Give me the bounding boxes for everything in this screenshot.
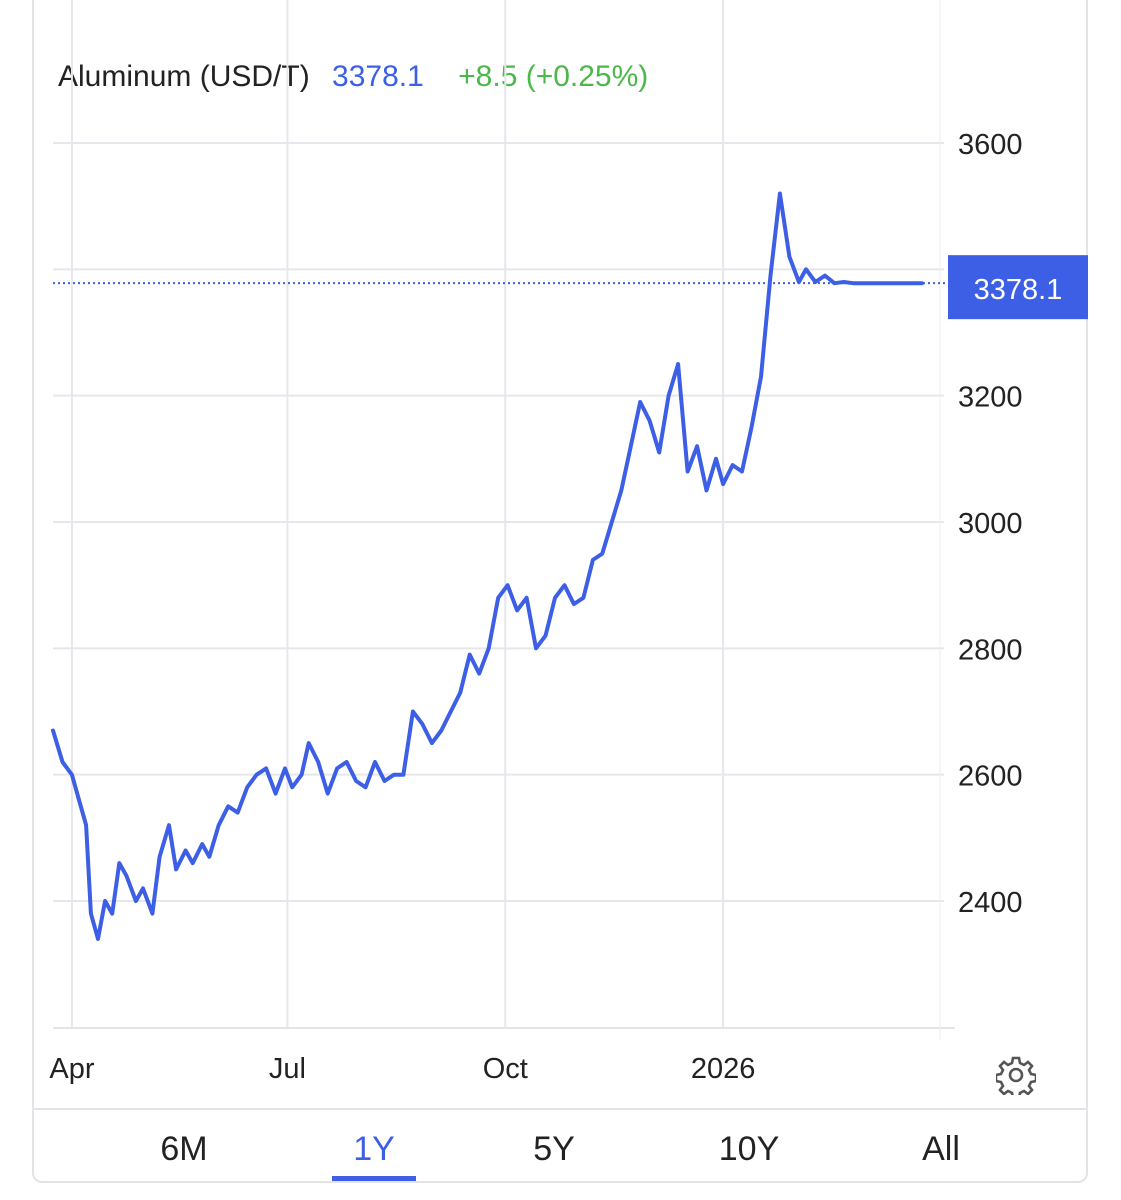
price-series-line[interactable] — [51, 191, 924, 941]
y-tick-label: 2400 — [958, 887, 1023, 919]
tab-10y[interactable]: 10Y — [718, 1130, 780, 1168]
y-tick-label: 2600 — [958, 761, 1023, 793]
chart-header: Aluminum (USD/T) 3378.1 +8.5 (+0.25%) — [58, 60, 648, 94]
price-chart[interactable]: 2400 2600 2800 3000 3200 3600 Apr Jul Oct 2026 337… — [0, 0, 1121, 1110]
tab-1y[interactable]: 1Y — [353, 1130, 395, 1168]
last-price-badge-label: 3378.1 — [974, 274, 1063, 306]
y-tick-label: 2800 — [958, 634, 1023, 666]
x-tick-label: 2026 — [691, 1053, 756, 1085]
chart-card — [32, 0, 1088, 1183]
x-tick-label: Jul — [269, 1053, 306, 1085]
y-tick-label: 3200 — [958, 382, 1023, 414]
range-tabs: 6M 1Y 5Y 10Y All — [34, 1108, 1086, 1181]
price-change: +8.5 (+0.25%) — [458, 60, 649, 93]
tab-all[interactable]: All — [922, 1130, 960, 1168]
gear-icon[interactable] — [996, 1055, 1036, 1095]
instrument-name: Aluminum (USD/T) — [58, 60, 310, 93]
current-price: 3378.1 — [332, 60, 424, 93]
tab-5y[interactable]: 5Y — [533, 1130, 575, 1168]
tab-6m[interactable]: 6M — [160, 1130, 208, 1168]
y-tick-label: 3000 — [958, 508, 1023, 540]
x-tick-label: Oct — [483, 1053, 528, 1085]
y-tick-label: 3600 — [958, 129, 1023, 161]
last-price-badge — [948, 255, 1088, 320]
active-tab-indicator — [332, 1176, 416, 1181]
x-tick-label: Apr — [49, 1053, 94, 1085]
